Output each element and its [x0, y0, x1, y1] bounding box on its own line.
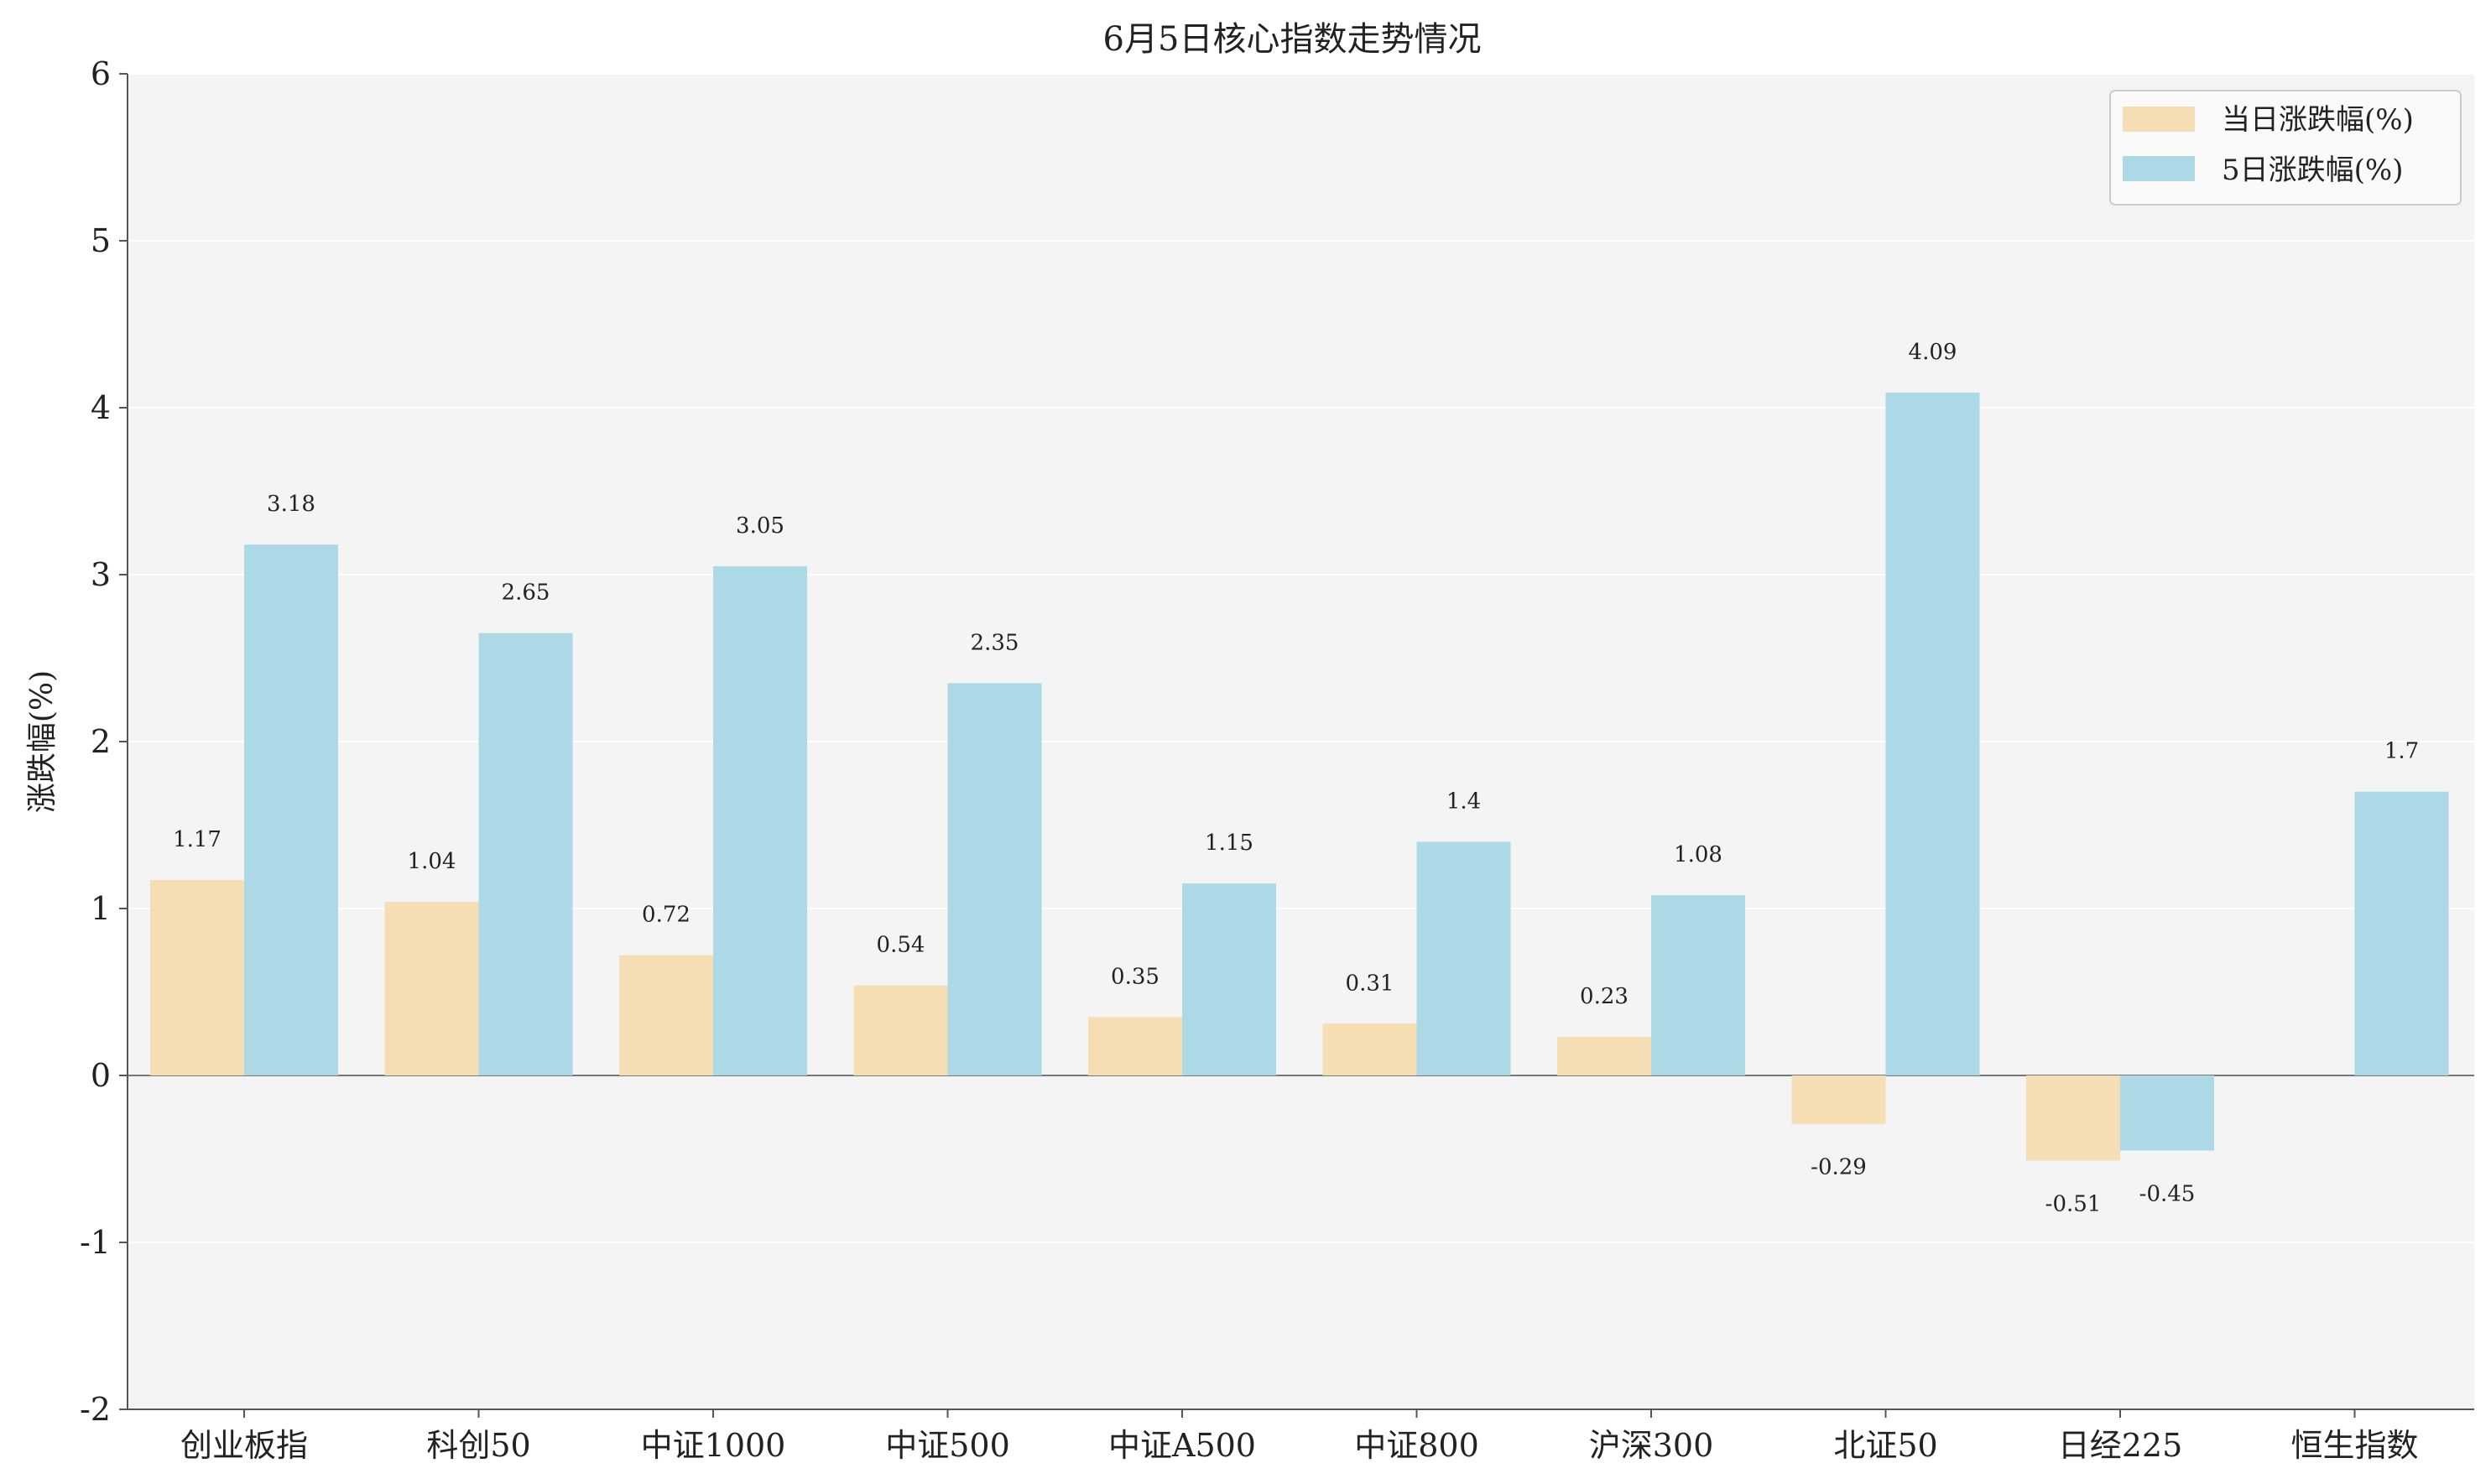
legend-swatch-daily [2123, 107, 2195, 132]
y-tick-label: 0 [91, 1057, 111, 1094]
bar-daily [619, 955, 713, 1075]
legend-box [2109, 90, 2462, 206]
value-label: -0.45 [2139, 1182, 2196, 1207]
x-tick-label: 中证500 [885, 1427, 1010, 1464]
bar-5day [1182, 883, 1276, 1075]
bar-daily [384, 902, 479, 1075]
x-tick-label: 中证1000 [641, 1427, 786, 1464]
x-tick-label: 中证800 [1354, 1427, 1479, 1464]
bar-5day [713, 566, 807, 1075]
y-tick-label: 6 [91, 55, 111, 92]
y-tick-label: 2 [91, 723, 111, 760]
legend-label-5day: 5日涨跌幅(%) [2222, 154, 2403, 187]
bar-daily [1088, 1017, 1182, 1075]
legend-label-daily: 当日涨跌幅(%) [2222, 103, 2414, 137]
bar-5day [947, 683, 1042, 1075]
bar-daily [150, 880, 244, 1075]
y-tick-label: 5 [91, 222, 111, 259]
bar-5day [2354, 791, 2449, 1075]
bar-5day [1885, 393, 1980, 1076]
value-label: 0.54 [877, 933, 925, 958]
value-label: 1.17 [173, 827, 221, 852]
value-label: 2.65 [502, 581, 550, 606]
bar-daily [1791, 1075, 1886, 1124]
bar-5day [244, 544, 338, 1075]
y-tick-label: -1 [80, 1224, 111, 1261]
x-tick-label: 创业板指 [180, 1427, 308, 1464]
y-tick-label: 3 [91, 556, 111, 593]
value-label: 0.35 [1111, 964, 1160, 989]
bar-daily [2026, 1075, 2120, 1161]
value-label: 0.23 [1580, 984, 1629, 1009]
bar-5day [2120, 1075, 2214, 1151]
legend: 当日涨跌幅(%) 5日涨跌幅(%) [2109, 90, 2462, 206]
y-tick-label: -2 [80, 1391, 111, 1428]
value-label: 4.09 [1909, 340, 1957, 365]
x-tick-label: 北证50 [1833, 1427, 1937, 1464]
x-tick-label: 科创50 [426, 1427, 530, 1464]
value-label: 1.15 [1205, 831, 1253, 856]
y-axis-label: 涨跌幅(%) [25, 670, 60, 813]
chart-title: 6月5日核心指数走势情况 [1103, 20, 1482, 59]
value-label: 1.04 [408, 849, 456, 874]
legend-swatch-5day [2123, 156, 2195, 181]
bar-daily [1322, 1023, 1417, 1075]
bar-5day [1416, 841, 1511, 1075]
value-labels: 1.17 1.04 0.72 0.54 0.35 0.31 0.23 -0.29 -0.51 3.… [173, 340, 2419, 1216]
value-label: 1.4 [1446, 789, 1481, 814]
y-ticks: -2 -1 0 1 2 3 4 5 6 [80, 55, 128, 1428]
y-tick-label: 1 [91, 890, 111, 927]
bar-daily [1557, 1037, 1651, 1075]
value-label: 0.72 [642, 903, 690, 928]
value-label: 2.35 [971, 630, 1019, 655]
x-tick-label: 恒生指数 [2290, 1427, 2418, 1464]
value-label: 1.7 [2384, 739, 2419, 764]
value-label: -0.51 [2045, 1191, 2102, 1216]
value-label: 3.18 [267, 492, 315, 517]
bar-5day [478, 633, 573, 1075]
x-ticks: 创业板指 科创50 中证1000 中证500 中证A500 中证800 沪深300 北证50 日… [180, 1409, 2419, 1464]
bar-5day [1651, 895, 1745, 1075]
value-label: -0.29 [1811, 1155, 1867, 1180]
value-label: 1.08 [1674, 842, 1722, 867]
x-tick-label: 沪深300 [1589, 1427, 1714, 1464]
x-tick-label: 日经225 [2058, 1427, 2183, 1464]
bar-daily [853, 985, 948, 1075]
bars [150, 393, 2449, 1161]
x-tick-label: 中证A500 [1108, 1427, 1256, 1464]
y-tick-label: 4 [91, 389, 111, 426]
value-label: 3.05 [736, 513, 784, 539]
value-label: 0.31 [1346, 971, 1394, 996]
